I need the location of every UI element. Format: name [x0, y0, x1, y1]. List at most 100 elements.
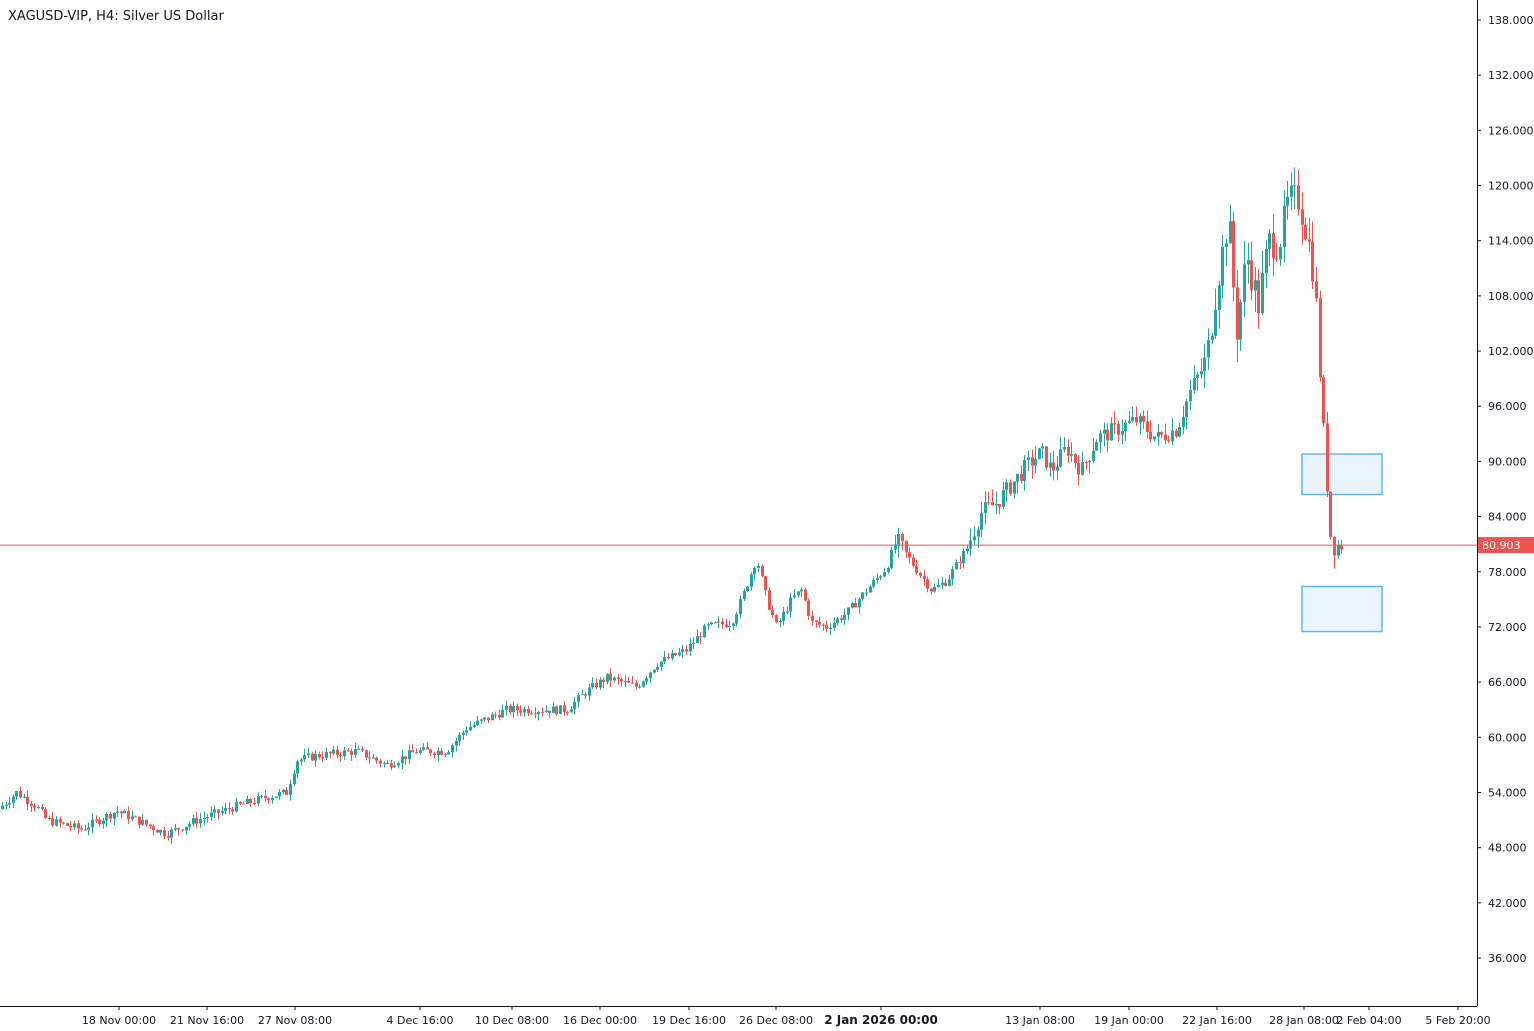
candle-body	[818, 621, 821, 625]
candle-body	[44, 809, 47, 818]
candle-body	[663, 657, 666, 662]
y-tick-label: 96.000	[1488, 400, 1527, 413]
candle-body	[789, 597, 792, 612]
candle-body	[293, 773, 296, 785]
candle-body	[1002, 490, 1005, 507]
candle-body	[584, 694, 587, 696]
price-zone-rectangle[interactable]	[1301, 585, 1383, 633]
candle-body	[872, 579, 875, 587]
candle-body	[1020, 473, 1023, 481]
candle-body	[1283, 205, 1286, 248]
candle-body	[469, 726, 472, 731]
candle-body	[386, 762, 389, 764]
candle-body	[242, 803, 245, 805]
candle-body	[793, 595, 796, 598]
candle-body	[620, 679, 623, 682]
candle-body	[879, 576, 882, 578]
candle-body	[300, 759, 303, 762]
candle-body	[48, 817, 51, 819]
candle-body	[408, 750, 411, 760]
y-tick-label: 36.000	[1488, 952, 1527, 965]
candle-body	[314, 753, 317, 761]
candle-body	[375, 757, 378, 761]
candle-body	[77, 823, 80, 829]
candle-body	[768, 590, 771, 610]
candle-body	[811, 615, 814, 621]
candle-body	[404, 756, 407, 760]
candle-body	[134, 816, 137, 818]
candle-body	[1297, 185, 1300, 210]
candle-body	[271, 797, 274, 801]
candle-body	[411, 750, 414, 753]
candle-body	[1056, 466, 1059, 471]
candle-body	[638, 686, 641, 688]
candle-body	[26, 796, 29, 804]
candle-body	[757, 565, 760, 568]
candle-body	[1214, 310, 1217, 336]
candle-body	[210, 812, 213, 818]
candle-body	[1232, 220, 1235, 288]
candle-body	[743, 590, 746, 600]
candle-body	[278, 791, 281, 797]
x-tick-label: 10 Dec 08:00	[475, 1014, 549, 1027]
y-tick-label: 60.000	[1488, 731, 1527, 744]
candle-body	[1005, 482, 1008, 491]
candle-body	[264, 795, 267, 799]
candle-body	[206, 817, 209, 819]
candle-body	[955, 562, 958, 570]
candle-body	[246, 799, 249, 804]
candle-body	[941, 582, 944, 585]
candle-body	[1059, 449, 1062, 467]
candle-body	[1261, 272, 1264, 314]
candle-body	[685, 649, 688, 652]
candle-body	[1229, 220, 1232, 244]
candle-body	[901, 534, 904, 541]
candle-body	[887, 568, 890, 573]
x-tick-label: 26 Dec 08:00	[739, 1014, 813, 1027]
x-tick-label: 4 Dec 16:00	[387, 1014, 454, 1027]
candle-body	[1247, 260, 1250, 265]
candle-body	[372, 757, 375, 759]
candle-body	[98, 819, 101, 825]
y-tick-label: 126.000	[1488, 124, 1534, 137]
x-tick-label: 27 Nov 08:00	[258, 1014, 332, 1027]
candle-body	[113, 812, 116, 819]
candle-body	[519, 710, 522, 713]
candle-body	[311, 753, 314, 761]
candle-body	[476, 720, 479, 725]
candle-body	[267, 798, 270, 801]
candle-body	[393, 765, 396, 768]
candle-body	[1293, 185, 1296, 187]
candle-body	[1333, 536, 1336, 556]
candle-body	[332, 749, 335, 754]
candle-body	[1175, 430, 1178, 437]
candle-body	[721, 621, 724, 625]
candle-body	[1077, 462, 1080, 475]
candle-body	[41, 806, 44, 810]
candle-body	[962, 551, 965, 564]
candle-body	[303, 755, 306, 760]
y-tick-label: 78.000	[1488, 566, 1527, 579]
candle-body	[1308, 239, 1311, 242]
candle-body	[228, 807, 231, 810]
candle-body	[282, 789, 285, 792]
candle-body	[1337, 545, 1340, 556]
candle-body	[1113, 423, 1116, 425]
candle-body	[51, 818, 54, 826]
candle-body	[307, 753, 310, 756]
candle-body	[397, 763, 400, 766]
candle-body	[498, 714, 501, 718]
candle-body	[1121, 431, 1124, 435]
candle-body	[33, 805, 36, 808]
candle-body	[1322, 377, 1325, 424]
candle-body	[1236, 287, 1239, 340]
candle-body	[710, 622, 713, 625]
y-tick-label: 132.000	[1488, 69, 1534, 82]
price-zone-rectangle[interactable]	[1301, 453, 1383, 496]
candle-body	[1034, 459, 1037, 466]
candle-body	[491, 714, 494, 721]
candle-body	[581, 694, 584, 696]
candle-body	[1218, 285, 1221, 311]
